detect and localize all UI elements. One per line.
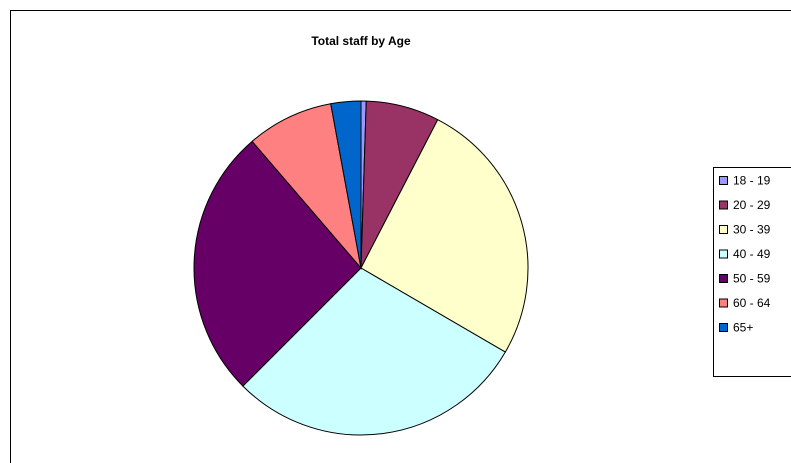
pie-slice xyxy=(251,103,362,270)
legend-label: 50 - 59 xyxy=(733,272,771,286)
legend-swatch xyxy=(719,176,728,185)
pie-slice xyxy=(330,100,362,269)
pie-slice xyxy=(360,119,529,353)
legend-label: 40 - 49 xyxy=(733,247,771,261)
legend-frame xyxy=(713,167,791,377)
legend-label: 30 - 39 xyxy=(733,223,771,237)
legend-label: 20 - 29 xyxy=(733,198,771,212)
pie-slice xyxy=(193,140,362,387)
legend-swatch xyxy=(719,225,728,234)
pie-slice xyxy=(242,267,506,436)
chart-title: Total staff by Age xyxy=(311,34,411,48)
legend: 18 - 19 20 - 29 30 - 39 40 - 49 50 - 59 60 - … xyxy=(719,174,771,335)
pie xyxy=(193,100,529,436)
legend-label: 18 - 19 xyxy=(733,174,771,188)
legend-label: 60 - 64 xyxy=(733,296,771,310)
legend-swatch xyxy=(719,298,728,308)
legend-swatch xyxy=(719,249,728,259)
legend-swatch xyxy=(719,274,728,283)
legend-swatch xyxy=(719,323,728,332)
legend-swatch xyxy=(719,200,728,210)
legend-label: 65+ xyxy=(733,321,753,335)
